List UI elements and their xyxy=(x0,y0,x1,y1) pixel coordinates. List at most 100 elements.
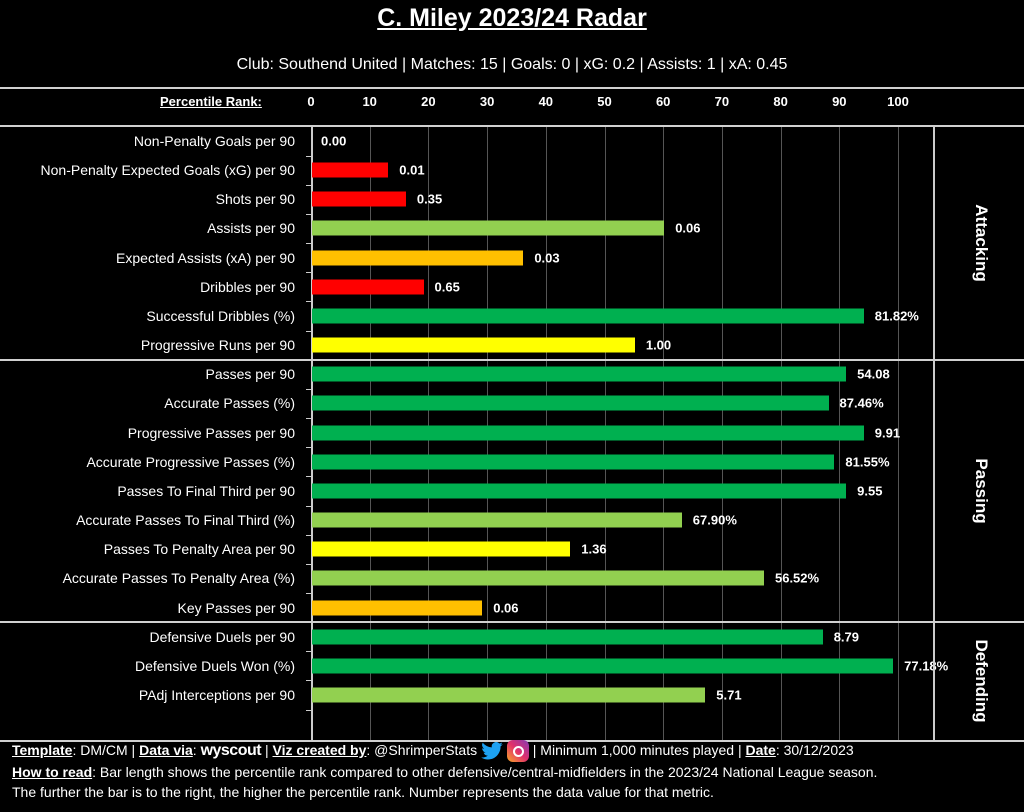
metric-label: Assists per 90 xyxy=(207,220,295,237)
x-tick-label: 0 xyxy=(307,94,315,109)
viz-label: Viz created by xyxy=(272,742,367,758)
template-value: : DM/CM | xyxy=(72,742,140,758)
metric-label: Successful Dribbles (%) xyxy=(146,307,295,324)
template-label: Template xyxy=(12,742,73,758)
sep: : xyxy=(192,742,201,758)
x-tick-label: 70 xyxy=(714,94,730,109)
data-label: 9.55 xyxy=(857,483,883,499)
metric-label: PAdj Interceptions per 90 xyxy=(138,687,295,704)
data-label: 0.01 xyxy=(399,162,425,178)
section-defending: Defending xyxy=(933,622,1024,740)
data-label: 0.03 xyxy=(534,250,560,266)
date-label: Date xyxy=(745,742,776,758)
data-label: 1.00 xyxy=(645,337,672,353)
y-tick xyxy=(306,301,311,303)
y-tick xyxy=(306,534,311,536)
data-label: 0.06 xyxy=(493,600,519,616)
bar xyxy=(312,250,524,266)
bar xyxy=(312,425,864,441)
metric-label: Dribbles per 90 xyxy=(200,278,295,295)
section-divider xyxy=(0,621,1024,624)
y-tick xyxy=(306,272,311,274)
chart-title: C. Miley 2023/24 Radar xyxy=(377,4,647,32)
how-to-read-text: : Bar length shows the percentile rank c… xyxy=(92,764,878,781)
metric-label: Accurate Progressive Passes (%) xyxy=(86,453,295,470)
y-tick xyxy=(306,155,311,157)
metric-label: Passes per 90 xyxy=(205,366,296,383)
metric-label: Defensive Duels Won (%) xyxy=(134,657,295,674)
y-tick xyxy=(306,476,311,478)
bar xyxy=(312,570,764,586)
y-tick xyxy=(306,243,311,245)
metric-label: Passes To Final Third per 90 xyxy=(117,482,295,499)
data-label: 5.71 xyxy=(716,687,742,703)
metric-label: Accurate Passes To Final Third (%) xyxy=(76,512,295,529)
x-tick-label: 50 xyxy=(597,94,612,109)
bar xyxy=(312,483,847,499)
x-tick-label: 60 xyxy=(655,94,671,109)
bar xyxy=(312,162,389,178)
y-tick xyxy=(306,709,311,711)
y-tick xyxy=(306,505,311,507)
metric-label: Shots per 90 xyxy=(215,191,295,208)
y-tick xyxy=(306,592,311,594)
bar xyxy=(312,308,864,324)
y-tick xyxy=(306,563,311,565)
footer-line-2: How to read: Bar length shows the percen… xyxy=(12,762,1017,782)
data-label: 81.55% xyxy=(845,454,890,470)
data-label: 8.79 xyxy=(833,629,859,645)
y-tick xyxy=(306,418,311,420)
bar xyxy=(312,366,847,382)
metric-label: Expected Assists (xA) per 90 xyxy=(116,249,295,266)
x-axis-label: Percentile Rank: xyxy=(160,94,262,109)
y-tick xyxy=(306,330,311,332)
bar xyxy=(312,454,835,470)
metric-label: Non-Penalty Expected Goals (xG) per 90 xyxy=(40,162,295,179)
x-tick-label: 20 xyxy=(421,94,436,109)
x-tick-label: 10 xyxy=(362,94,377,109)
data-label: 81.82% xyxy=(874,308,919,324)
x-tick-label: 40 xyxy=(538,94,554,109)
footer: Template: DM/CM | Data via: wyscout | Vi… xyxy=(12,740,1017,802)
y-tick xyxy=(306,447,311,449)
bar xyxy=(312,658,894,674)
bar xyxy=(312,337,635,353)
y-tick xyxy=(306,184,311,186)
metric-label: Progressive Runs per 90 xyxy=(140,337,295,354)
y-tick xyxy=(306,213,311,215)
metric-label: Key Passes per 90 xyxy=(177,599,295,616)
section-divider xyxy=(0,358,1024,361)
data-label: 67.90% xyxy=(692,512,737,528)
how-to-read-label: How to read xyxy=(12,764,93,781)
viz-author: : @ShrimperStats xyxy=(366,742,481,758)
section-attacking: Attacking xyxy=(933,127,1024,360)
min-minutes: | Minimum 1,000 minutes played | xyxy=(528,742,746,758)
data-label: 77.18% xyxy=(904,658,949,674)
twitter-icon xyxy=(481,742,503,760)
data-label: 54.08 xyxy=(857,366,890,382)
metric-label: Defensive Duels per 90 xyxy=(149,628,295,645)
section-passing: Passing xyxy=(933,359,1024,623)
bar xyxy=(312,629,823,645)
chart-subtitle: Club: Southend United | Matches: 15 | Go… xyxy=(236,56,788,73)
metric-label: Passes To Penalty Area per 90 xyxy=(103,541,295,558)
metric-label: Accurate Passes To Penalty Area (%) xyxy=(62,570,295,587)
y-tick xyxy=(306,680,311,682)
bar xyxy=(312,687,706,703)
bar xyxy=(312,279,424,295)
data-label: 87.46% xyxy=(839,395,884,411)
data-label: 0.35 xyxy=(416,191,443,207)
metric-label: Progressive Passes per 90 xyxy=(127,424,295,441)
data-label: 0.65 xyxy=(434,279,460,295)
x-tick-label: 30 xyxy=(479,94,495,109)
bar xyxy=(312,512,682,528)
divider xyxy=(0,125,1024,127)
sep: | xyxy=(261,742,273,758)
data-label: 0.06 xyxy=(675,220,701,236)
date-value: : 30/12/2023 xyxy=(775,742,854,758)
bar xyxy=(312,191,406,207)
bar xyxy=(312,600,483,616)
data-via-label: Data via xyxy=(139,742,193,758)
metric-label: Accurate Passes (%) xyxy=(164,395,295,412)
wyscout-logo: wyscout xyxy=(200,742,262,759)
